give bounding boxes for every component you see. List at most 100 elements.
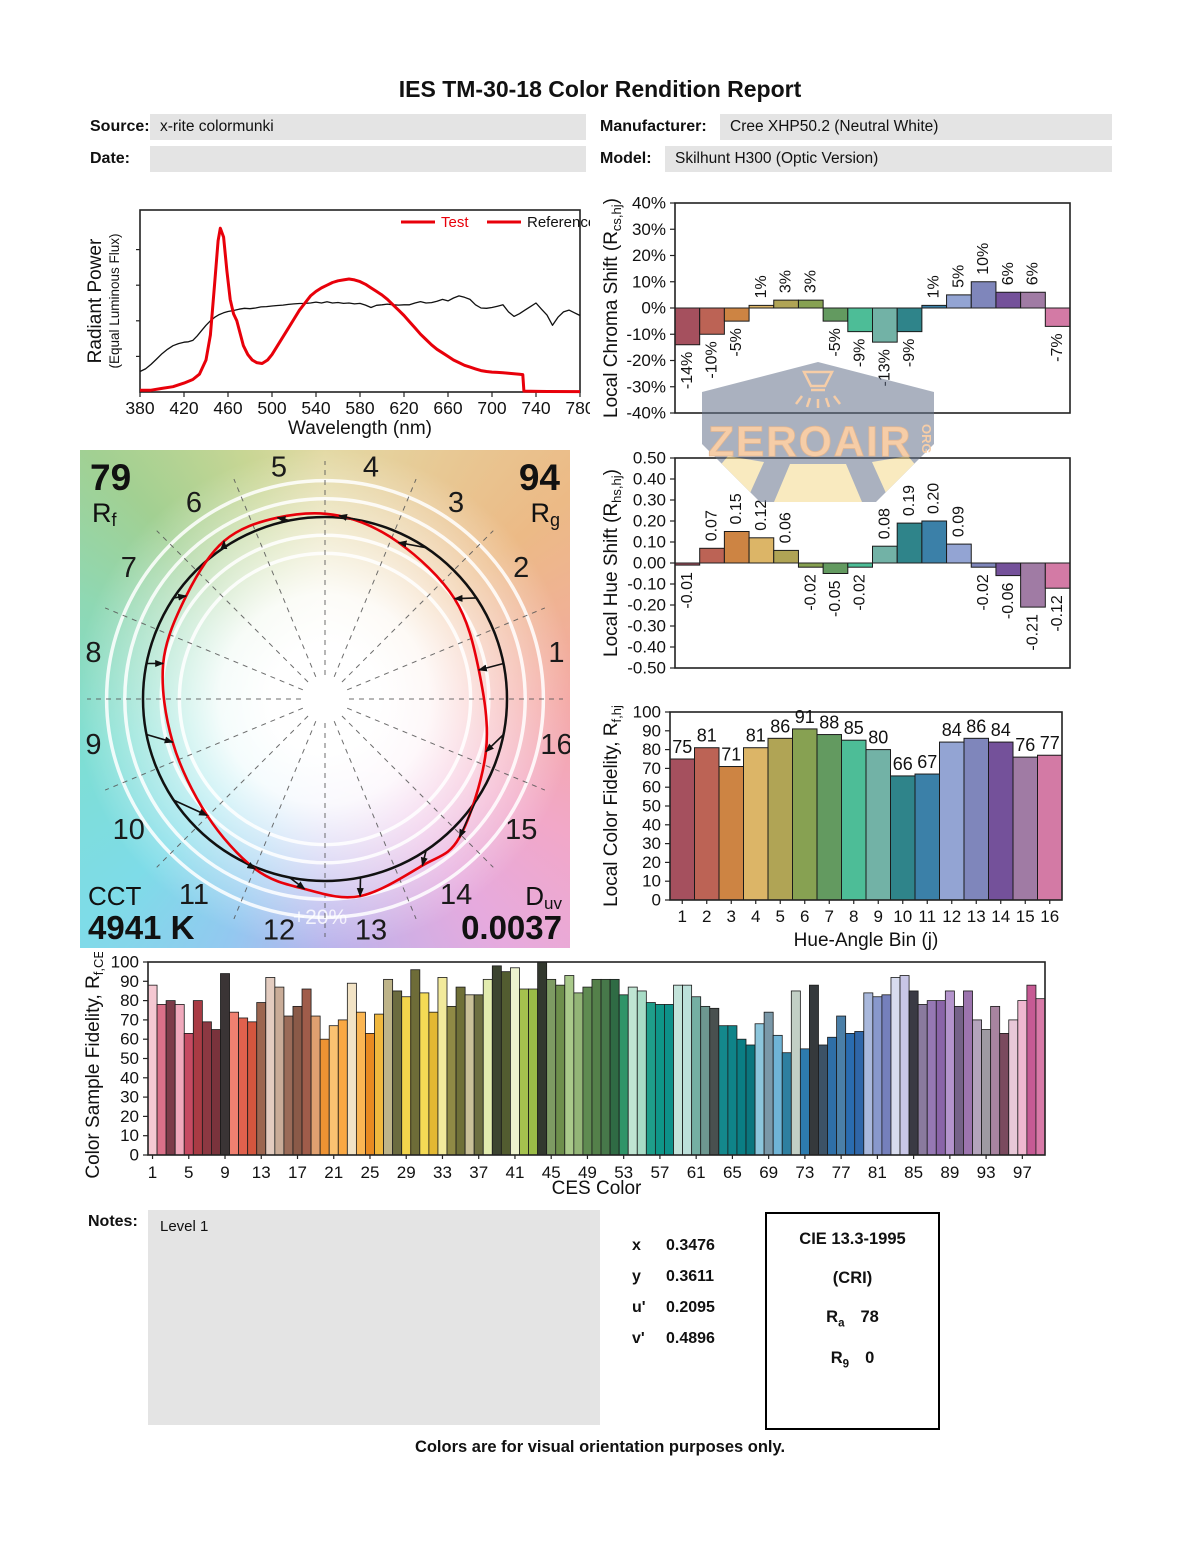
svg-text:6: 6 (800, 907, 809, 926)
chromaticity-row-x: x 0.3476 (632, 1237, 715, 1254)
svg-text:0.10: 0.10 (633, 533, 666, 552)
svg-text:50: 50 (642, 797, 661, 816)
bars (147, 961, 1046, 1156)
svg-text:7: 7 (825, 907, 834, 926)
svg-text:66: 66 (893, 754, 913, 774)
svg-text:580: 580 (345, 398, 374, 418)
svg-text:10%: 10% (975, 243, 992, 275)
svg-text:40%: 40% (632, 194, 666, 213)
svg-text:740: 740 (521, 398, 550, 418)
rg-value: 94 (519, 457, 561, 498)
svg-text:11: 11 (918, 907, 936, 926)
svg-text:8: 8 (85, 637, 101, 669)
svg-text:Hue-Angle Bin (j): Hue-Angle Bin (j) (794, 930, 939, 951)
rf-value: 79 (90, 457, 131, 498)
svg-text:100: 100 (111, 953, 139, 972)
svg-text:-9%: -9% (901, 339, 918, 367)
svg-text:13: 13 (252, 1163, 271, 1182)
svg-text:10: 10 (120, 1126, 139, 1145)
chromaticity-values: x 0.3476 y 0.3611 u' 0.2095 v' 0.4896 (632, 1237, 715, 1361)
svg-text:89: 89 (940, 1163, 959, 1182)
svg-text:40: 40 (120, 1068, 139, 1087)
svg-text:16: 16 (540, 729, 570, 761)
svg-text:-40%: -40% (626, 404, 666, 423)
x-axis: 1 2 3 4 5 6 7 8 9 10 11 12 13 14 15 16 (678, 900, 1059, 926)
svg-text:20%: 20% (632, 246, 666, 265)
chromaticity-row-u: u' 0.2095 (632, 1299, 715, 1316)
svg-text:-30%: -30% (626, 377, 666, 396)
plus20-label: +20% (293, 906, 347, 929)
svg-text:0.08: 0.08 (876, 508, 893, 539)
svg-text:15: 15 (1016, 907, 1035, 926)
svg-text:45: 45 (542, 1163, 561, 1182)
svg-text:Rf: Rf (92, 498, 118, 530)
svg-text:-0.21: -0.21 (1024, 614, 1041, 651)
page-title: IES TM-30-18 Color Rendition Report (398, 76, 802, 102)
svg-text:81: 81 (697, 726, 717, 746)
svg-text:70: 70 (642, 759, 661, 778)
svg-text:29: 29 (397, 1163, 416, 1182)
svg-text:0.20: 0.20 (633, 512, 666, 531)
svg-text:-0.02: -0.02 (802, 574, 819, 611)
svg-text:-0.40: -0.40 (627, 638, 666, 657)
manufacturer-value: Cree XHP50.2 (Neutral White) (730, 118, 939, 135)
svg-text:81: 81 (868, 1163, 887, 1182)
svg-text:90: 90 (120, 972, 139, 991)
svg-text:-0.30: -0.30 (627, 617, 666, 636)
svg-text:0.50: 0.50 (633, 449, 666, 468)
ces-fidelity-chart: 100 90 80 70 60 50 40 30 20 10 0 1 5 9 13 17 21 25 29 33 37 4… (85, 952, 1075, 1200)
svg-text:13: 13 (355, 915, 387, 947)
svg-text:40: 40 (642, 815, 661, 834)
svg-text:81: 81 (746, 726, 766, 746)
svg-text:16: 16 (1040, 907, 1059, 926)
svg-text:73: 73 (795, 1163, 814, 1182)
hue-shift-chart: 0.50 0.40 0.30 0.20 0.10 0.00 -0.10 -0.20 -0.30-… (600, 440, 1100, 695)
svg-text:49: 49 (578, 1163, 597, 1182)
svg-text:9: 9 (220, 1163, 229, 1182)
date-field (150, 146, 586, 172)
svg-text:69: 69 (759, 1163, 778, 1182)
x-axis: 1 5 9 13 17 21 25 29 33 37 41 45 49 53 57 61 65 69 73 77 81 8… (148, 1155, 1032, 1182)
svg-text:-0.05: -0.05 (827, 580, 844, 617)
svg-text:2: 2 (513, 552, 529, 584)
svg-text:6%: 6% (1024, 262, 1041, 285)
svg-text:6: 6 (186, 487, 202, 519)
svg-text:80: 80 (120, 991, 139, 1010)
svg-text:(Equal Luminous Flux): (Equal Luminous Flux) (107, 233, 122, 368)
svg-text:-0.02: -0.02 (852, 574, 869, 611)
svg-text:77: 77 (832, 1163, 851, 1182)
svg-text:70: 70 (120, 1010, 139, 1029)
svg-text:10: 10 (642, 872, 661, 891)
svg-text:0.30: 0.30 (633, 491, 666, 510)
svg-text:14: 14 (440, 879, 472, 911)
svg-text:25: 25 (361, 1163, 380, 1182)
svg-text:30%: 30% (632, 220, 666, 239)
svg-text:17: 17 (288, 1163, 307, 1182)
svg-text:3: 3 (727, 907, 736, 926)
svg-text:620: 620 (389, 398, 418, 418)
svg-text:0: 0 (652, 891, 661, 910)
color-vector-graphic: 1 2 3 4 5 6 7 8 9 10 11 12 13 14 15 16 79 Rf 94 Rg CCT 4941 K… (80, 450, 570, 948)
svg-text:93: 93 (977, 1163, 996, 1182)
svg-text:-5%: -5% (728, 328, 745, 356)
svg-text:8: 8 (849, 907, 858, 926)
watermark-text: ZEROAIR (708, 418, 912, 466)
svg-text:1%: 1% (926, 275, 943, 298)
manufacturer-label: Manufacturer: (600, 118, 707, 135)
svg-text:5%: 5% (950, 265, 967, 288)
svg-text:4: 4 (751, 907, 760, 926)
reference-circle (141, 515, 509, 883)
svg-text:30: 30 (642, 834, 661, 853)
svg-text:3: 3 (448, 487, 464, 519)
notes-value: Level 1 (160, 1218, 209, 1235)
svg-text:5: 5 (271, 452, 287, 484)
svg-text:60: 60 (120, 1030, 139, 1049)
series-test (140, 226, 581, 394)
svg-text:0.15: 0.15 (728, 493, 745, 524)
svg-text:6%: 6% (1000, 262, 1017, 285)
